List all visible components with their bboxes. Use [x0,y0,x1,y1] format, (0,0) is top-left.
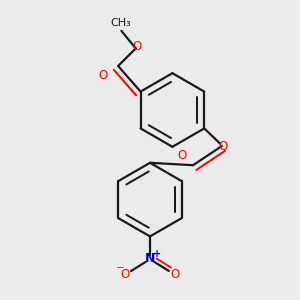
Text: N: N [145,252,155,265]
Text: +: + [153,249,161,259]
Text: −: − [116,263,124,273]
Text: O: O [218,140,227,154]
Text: O: O [133,40,142,53]
Text: O: O [98,69,107,82]
Text: CH₃: CH₃ [110,18,131,28]
Text: O: O [120,268,130,281]
Text: O: O [170,268,180,281]
Text: O: O [177,149,187,162]
